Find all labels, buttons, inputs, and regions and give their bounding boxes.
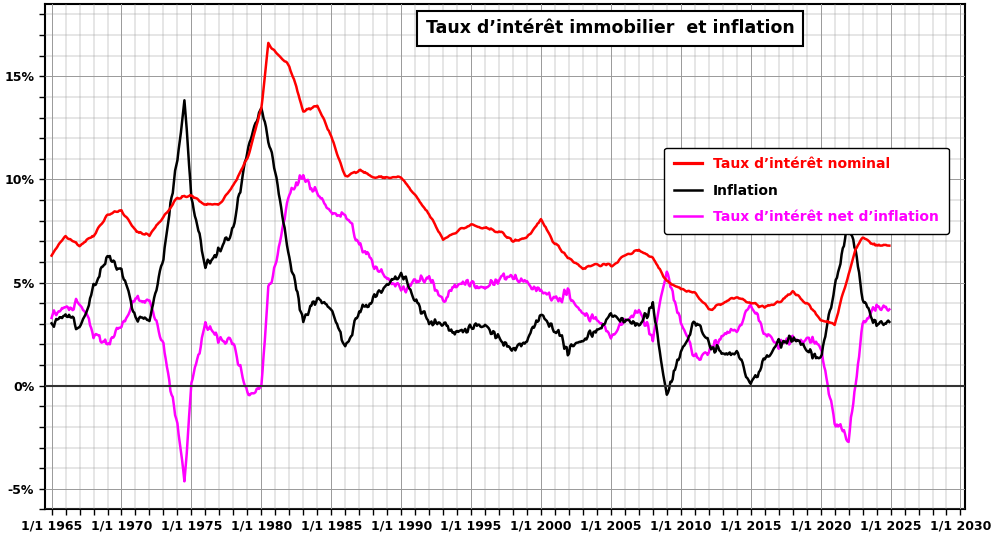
Text: Taux d’intérêt immobilier  et inflation: Taux d’intérêt immobilier et inflation [426, 19, 795, 38]
Legend: Taux d’intérêt nominal, Inflation, Taux d’intérêt net d’inflation: Taux d’intérêt nominal, Inflation, Taux … [664, 148, 948, 234]
